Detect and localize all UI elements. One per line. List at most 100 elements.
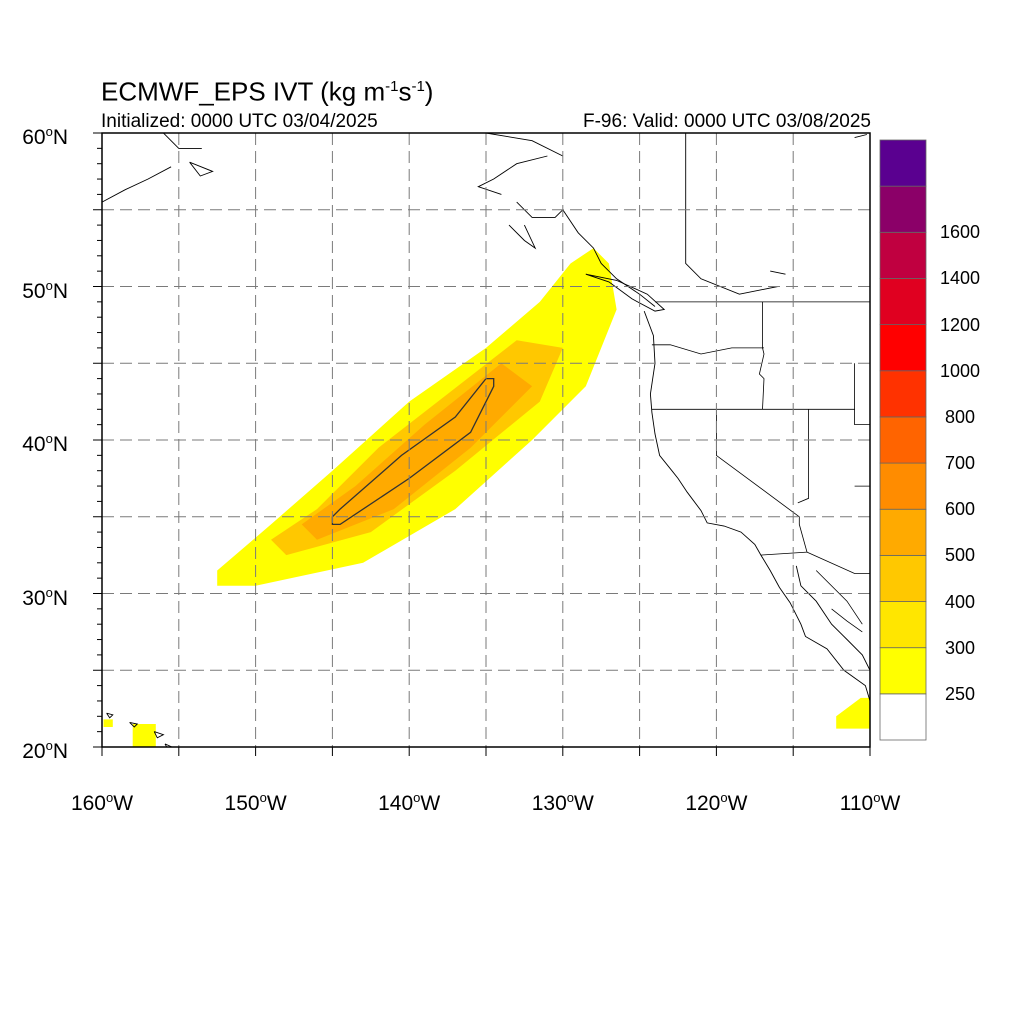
ivt-hawaii-region-2 xyxy=(103,719,113,727)
ivt-250-region xyxy=(217,248,617,586)
ivt-500-region xyxy=(301,363,533,540)
degree-symbol: o xyxy=(259,790,267,805)
lon-label: 150oW xyxy=(201,784,311,818)
degree-symbol: o xyxy=(45,584,53,600)
degree-symbol: o xyxy=(45,431,53,446)
colorbar-label: 600 xyxy=(944,499,976,520)
lat-label-value: 40 xyxy=(22,433,46,456)
coastline-15 xyxy=(129,721,139,728)
chart-title: ECMWF_EPS IVT (kg m-1s-1) xyxy=(101,76,434,107)
initialized-time: Initialized: 0000 UTC 03/04/2025 xyxy=(101,111,378,132)
border-11 xyxy=(831,608,863,633)
lon-label: 110oW xyxy=(815,784,925,818)
coastlines xyxy=(102,133,870,747)
coastline-7 xyxy=(685,133,778,295)
ivt-shading xyxy=(103,248,870,747)
colorbar-label: 1000 xyxy=(939,360,981,381)
colorbar-swatch xyxy=(879,185,927,233)
coastline-9 xyxy=(508,224,537,250)
hemisphere: W xyxy=(113,792,134,815)
lon-label: 160oW xyxy=(47,784,157,818)
lon-label-value: 140 xyxy=(378,792,414,815)
hemisphere: N xyxy=(52,740,68,763)
ivt-hawaii-region xyxy=(132,724,156,747)
ivt-600-contour xyxy=(331,377,495,526)
colorbar-label: 1600 xyxy=(939,222,981,243)
hemisphere: W xyxy=(880,792,901,815)
border-10 xyxy=(815,570,863,625)
lon-label: 140oW xyxy=(354,784,464,818)
colorbar-swatch xyxy=(879,324,927,372)
coastline-3 xyxy=(562,209,656,307)
degree-symbol: o xyxy=(720,790,728,805)
hemisphere: W xyxy=(574,792,594,815)
coastline-12 xyxy=(102,166,172,203)
colorbar-label: 1200 xyxy=(939,314,981,335)
lat-label: 20oN xyxy=(0,734,68,764)
hemisphere: W xyxy=(266,792,287,815)
valid-time: F-96: Valid: 0000 UTC 03/08/2025 xyxy=(583,111,871,132)
coastline-4 xyxy=(585,273,666,312)
hemisphere: W xyxy=(420,792,441,815)
lat-label: 60oN xyxy=(0,120,68,150)
degree-symbol: o xyxy=(566,790,575,805)
colorbar-swatch xyxy=(879,139,927,187)
colorbar-label: 800 xyxy=(944,406,976,427)
map-frame xyxy=(101,132,871,748)
colorbar-swatch xyxy=(879,370,927,418)
colorbar-label: 1400 xyxy=(939,268,981,289)
border-1 xyxy=(758,301,765,410)
colorbar-swatch xyxy=(879,647,927,695)
colorbar-swatch xyxy=(879,554,927,602)
degree-symbol: o xyxy=(105,790,114,805)
hemisphere: N xyxy=(52,126,68,149)
degree-symbol: o xyxy=(45,277,53,293)
lat-label-value: 50 xyxy=(22,279,46,303)
colorbar-label: 400 xyxy=(944,591,976,612)
coastline-14 xyxy=(106,712,114,719)
lat-label-value: 30 xyxy=(22,586,46,610)
coastline-5 xyxy=(643,310,870,702)
coastline-6 xyxy=(795,565,870,671)
border-5 xyxy=(760,551,808,556)
hemisphere: N xyxy=(52,279,68,303)
degree-symbol: o xyxy=(413,790,421,805)
hemisphere: N xyxy=(52,586,68,610)
coastline-10 xyxy=(162,133,202,149)
colorbar-swatch xyxy=(879,508,927,556)
colorbar-swatch xyxy=(879,416,927,464)
colorbar-label: 300 xyxy=(944,637,976,658)
colorbar-label: 250 xyxy=(944,683,976,704)
hemisphere: N xyxy=(52,433,68,456)
border-2 xyxy=(651,344,764,355)
lon-label-value: 150 xyxy=(224,792,260,815)
lat-label-value: 60 xyxy=(22,126,46,149)
border-8 xyxy=(854,363,870,426)
lat-label: 30oN xyxy=(0,581,68,611)
colorbar-label: 700 xyxy=(944,453,976,474)
degree-symbol: o xyxy=(873,790,881,805)
coastline-16 xyxy=(153,731,165,739)
lat-label: 40oN xyxy=(0,427,68,457)
lon-label-value: 160 xyxy=(70,792,106,815)
colorbar-swatch xyxy=(879,462,927,510)
lon-label-value: 120 xyxy=(685,792,721,815)
coastline-8 xyxy=(770,270,786,275)
coastline-11 xyxy=(189,161,214,177)
ivt-mexico-region xyxy=(836,697,870,729)
border-7 xyxy=(797,409,809,504)
lon-label: 120oW xyxy=(661,784,771,818)
hemisphere: W xyxy=(727,792,748,815)
degree-symbol: o xyxy=(45,738,53,753)
lon-label: 130oW xyxy=(508,784,618,818)
lat-lon-grid xyxy=(102,133,870,747)
lat-label-value: 20 xyxy=(22,740,46,763)
degree-symbol: o xyxy=(45,124,53,139)
lon-label-value: 130 xyxy=(531,792,567,815)
colorbar-swatch xyxy=(879,231,927,279)
lon-label-value: 110 xyxy=(839,792,874,815)
coastline-1 xyxy=(477,155,548,195)
coastline-0 xyxy=(409,133,564,157)
border-6 xyxy=(806,551,870,574)
